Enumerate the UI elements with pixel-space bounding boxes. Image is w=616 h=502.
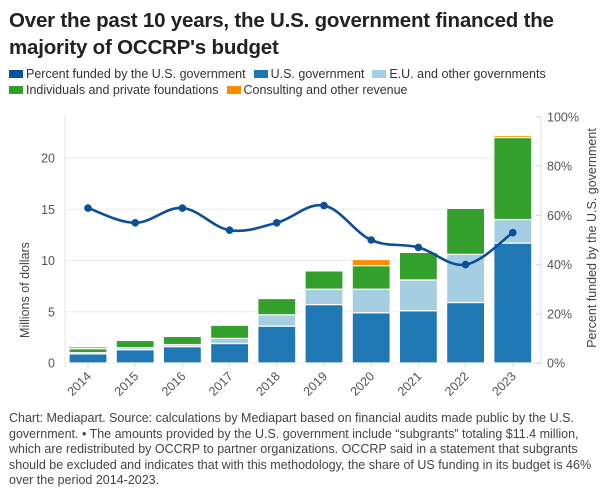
bar-ind-2016 [162, 335, 202, 346]
y-axis-title-left: Millions of dollars [18, 242, 32, 338]
bar-ind-2018 [257, 297, 297, 316]
y-tick-label-right: 60% [547, 209, 572, 223]
bar-us-2023 [493, 242, 533, 364]
percent-point-2019 [320, 201, 328, 210]
bar-ind-2023 [493, 136, 533, 221]
bar-ind-2019 [304, 270, 344, 290]
y-tick-label-left: 20 [41, 152, 55, 166]
bar-eu-2021 [398, 279, 438, 312]
bar-ind-2020 [351, 265, 391, 290]
bar-cons-2016 [162, 335, 202, 338]
bar-eu-2019 [304, 288, 344, 306]
percent-point-2016 [178, 204, 187, 212]
percent-point-2020 [367, 236, 376, 244]
percent-point-2015 [131, 218, 139, 227]
y-tick-label-right: 20% [547, 307, 572, 321]
bar-cons-2023 [493, 134, 533, 139]
legend-swatch-percent-us [9, 70, 23, 78]
legend-item-individuals: Individuals and private foundations [9, 82, 219, 98]
x-tick-label: 2022 [442, 369, 472, 399]
percent-line-path [86, 203, 515, 267]
percent-point-2017 [225, 226, 234, 234]
bar-us-2017 [210, 342, 250, 364]
x-tick-label: 2014 [65, 369, 95, 399]
legend-item-percent-us: Percent funded by the U.S. government [9, 66, 246, 82]
y-tick-label-left: 0 [48, 357, 55, 371]
bar-cons-2017 [210, 323, 250, 326]
bar-cons-2015 [115, 338, 155, 342]
y-tick-label-right: 0% [547, 357, 565, 371]
legend-item-us-government: U.S. government [253, 66, 365, 82]
y-tick-label-left: 15 [41, 203, 55, 217]
percent-point-2023 [509, 228, 517, 237]
x-tick-label: 2015 [112, 369, 142, 399]
legend-row-1: Percent funded by the U.S. government U.… [9, 66, 609, 82]
bars [68, 134, 533, 364]
y-tick-label-left: 5 [48, 305, 55, 319]
x-tick-label: 2017 [206, 369, 236, 399]
bar-ind-2021 [398, 251, 438, 281]
legend-label: U.S. government [270, 67, 365, 81]
percent-point-2021 [414, 243, 423, 252]
legend-label: Consulting and other revenue [243, 83, 408, 97]
legend-swatch-us-government [253, 70, 268, 78]
y-tick-label-right: 100% [547, 111, 579, 125]
x-tick-label: 2021 [395, 369, 425, 399]
legend-label: Percent funded by the U.S. government [26, 67, 246, 81]
legend: Percent funded by the U.S. government U.… [9, 66, 609, 98]
bar-us-2020 [351, 312, 391, 364]
x-tick-label: 2019 [301, 369, 331, 399]
bar-ind-2015 [115, 339, 155, 349]
bar-cons-2014 [68, 346, 108, 350]
bar-eu-2017 [210, 337, 250, 345]
bar-us-2014 [68, 353, 108, 364]
bar-eu-2020 [351, 288, 391, 314]
bar-cons-2021 [398, 251, 438, 253]
x-tick-label: 2018 [253, 369, 283, 399]
legend-item-consulting: Consulting and other revenue [226, 82, 408, 98]
chart-footnote: Chart: Mediapart. Source: calculations b… [9, 411, 592, 487]
bar-cons-2020 [351, 258, 391, 267]
percent-point-2014 [84, 204, 92, 212]
bar-ind-2014 [68, 348, 108, 354]
legend-row-2: Individuals and private foundations Cons… [9, 82, 609, 98]
x-tick-label: 2020 [348, 369, 378, 399]
bar-cons-2022 [446, 207, 486, 209]
y-tick-label-left: 10 [41, 254, 55, 268]
percent-line [84, 201, 517, 269]
legend-label: Individuals and private foundations [26, 83, 219, 97]
percent-point-2018 [273, 218, 281, 227]
chart-title: Over the past 10 years, the U.S. governm… [9, 9, 554, 59]
legend-label: E.U. and other governments [389, 67, 546, 81]
bar-us-2021 [398, 310, 438, 364]
x-tick-label: 2016 [159, 369, 189, 399]
bar-cons-2019 [304, 269, 344, 272]
bar-us-2015 [115, 349, 155, 364]
legend-swatch-consulting [226, 86, 241, 94]
bar-ind-2022 [446, 207, 486, 255]
x-tick-label: 2023 [489, 369, 519, 399]
bar-cons-2018 [257, 297, 297, 300]
bar-us-2019 [304, 303, 344, 364]
bar-us-2022 [446, 301, 486, 364]
legend-item-eu-governments: E.U. and other governments [372, 66, 546, 82]
bar-eu-2018 [257, 314, 297, 327]
y-axis-title-right: Percent funded by the U.S. government [585, 128, 599, 348]
y-tick-label-right: 40% [547, 258, 572, 272]
bar-us-2016 [162, 346, 202, 364]
bar-ind-2017 [210, 324, 250, 339]
percent-point-2022 [461, 260, 470, 269]
chart-plot: 0 5 10 15 20 0% 20% 40% 60% 80% 100% 2014 2015 2016 20… [18, 111, 599, 399]
legend-swatch-individuals [9, 86, 23, 94]
legend-swatch-eu-governments [372, 70, 387, 78]
y-tick-label-right: 80% [547, 160, 572, 174]
bar-us-2018 [257, 325, 297, 364]
